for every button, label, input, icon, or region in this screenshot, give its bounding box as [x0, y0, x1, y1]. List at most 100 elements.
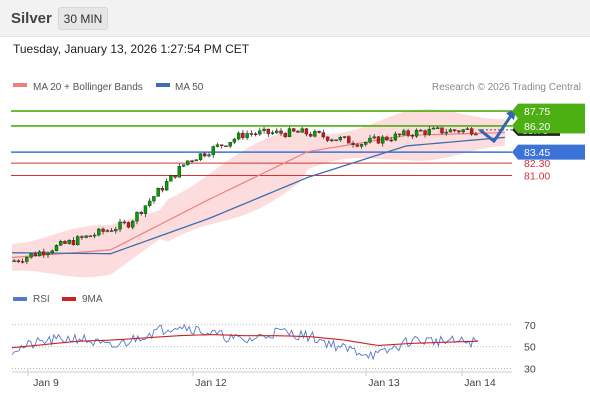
level-label-target: 87.75 — [524, 106, 550, 118]
candle-bullish — [448, 129, 453, 133]
candle-bullish — [177, 166, 182, 178]
candle-bullish — [67, 240, 71, 244]
candle-bearish — [219, 144, 224, 146]
forecast-path — [479, 110, 516, 143]
candle-bullish — [414, 129, 419, 137]
candle-bullish — [393, 133, 398, 141]
level-tag-target — [512, 103, 585, 119]
candle-bullish — [118, 221, 122, 230]
rsi-level-label: 70 — [524, 320, 536, 332]
candle-bearish — [173, 175, 177, 178]
candle-bullish — [372, 136, 376, 139]
candle-bullish — [46, 252, 50, 255]
candle-bearish — [224, 145, 228, 147]
chart-header: Silver 30 MIN — [0, 0, 590, 37]
candle-bearish — [325, 136, 330, 141]
candle-bullish — [156, 188, 160, 197]
candle-bearish — [283, 133, 287, 137]
candle-bearish — [63, 241, 67, 244]
candle-bullish — [25, 257, 29, 262]
candle-bullish — [37, 251, 42, 257]
ma20-legend-label: MA 20 + Bollinger Bands — [33, 82, 143, 93]
level-label-support: 82.30 — [524, 158, 550, 170]
candle-bearish — [351, 142, 355, 145]
candle-bearish — [385, 136, 389, 141]
candle-bullish — [169, 175, 173, 182]
candle-bullish — [236, 132, 241, 140]
candle-bullish — [152, 196, 156, 202]
level-label-target: 86.20 — [524, 121, 550, 133]
instrument-title: Silver — [11, 10, 52, 27]
candle-bearish — [304, 128, 309, 135]
ma20-legend-swatch — [13, 83, 27, 87]
candle-bullish — [465, 128, 470, 130]
candle-bullish — [313, 130, 317, 137]
candle-bearish — [457, 130, 461, 133]
level-label-support: 81.00 — [524, 170, 550, 182]
candle-bearish — [440, 127, 444, 134]
candle-bearish — [203, 153, 207, 157]
candle-bullish — [54, 245, 59, 252]
candle-bullish — [262, 128, 266, 132]
candle-bullish — [207, 154, 211, 157]
rsi-line — [11, 324, 479, 361]
candle-bearish — [334, 139, 338, 142]
candle-bullish — [59, 241, 63, 246]
candle-bearish — [109, 230, 114, 232]
bollinger-band-area — [12, 109, 505, 278]
level-tag-target — [512, 118, 585, 134]
x-axis-label: Jan 13 — [368, 377, 400, 389]
ma50-legend-label: MA 50 — [175, 82, 204, 93]
candle-bearish — [376, 136, 381, 144]
candle-bearish — [308, 133, 313, 137]
candle-bullish — [245, 133, 249, 138]
candle-bullish — [474, 133, 478, 136]
candle-bullish — [228, 142, 232, 147]
candle-bullish — [258, 130, 262, 135]
candle-bullish — [105, 230, 110, 232]
candle-bearish — [321, 132, 326, 138]
rsi-level-label: 50 — [524, 342, 536, 354]
candle-bullish — [232, 138, 237, 143]
level-tag-pivot — [512, 144, 585, 160]
x-axis: Jan 9 Jan 12 Jan 13 Jan 14 — [27, 368, 496, 389]
candle-bullish — [131, 220, 135, 228]
chart-timestamp: Tuesday, January 13, 2026 1:27:54 PM CET — [13, 42, 250, 56]
timeframe-button[interactable]: 30 MIN — [58, 7, 108, 30]
candle-bearish — [469, 128, 474, 135]
rsi-legend-label: RSI — [33, 294, 50, 305]
candle-bearish — [88, 235, 93, 237]
candle-bearish — [42, 251, 46, 255]
candle-bearish — [419, 129, 423, 132]
candle-bullish — [359, 144, 364, 147]
candle-bullish — [461, 129, 465, 133]
candle-bullish — [431, 127, 436, 130]
candle-bullish — [143, 205, 148, 215]
candle-bullish — [215, 144, 220, 147]
candle-bullish — [29, 253, 33, 258]
candle-bullish — [84, 235, 88, 238]
candle-bearish — [410, 135, 415, 137]
candle-bullish — [275, 130, 279, 133]
rsi-ma-legend-swatch — [62, 297, 76, 301]
candle-bullish — [114, 229, 118, 232]
candlesticks — [12, 126, 478, 265]
candle-bullish — [198, 153, 203, 160]
rsi-legend-swatch — [13, 297, 27, 301]
rsi-ma-line — [11, 334, 479, 349]
candle-bearish — [249, 133, 254, 135]
candle-bearish — [16, 260, 21, 262]
rsi-panel: 70 50 30 — [11, 320, 536, 376]
candle-bullish — [338, 136, 343, 141]
level-label-pivot: 83.45 — [524, 147, 550, 159]
candle-bearish — [20, 261, 25, 263]
bollinger-bands — [12, 109, 505, 278]
candle-bearish — [389, 139, 393, 142]
x-axis-label: Jan 12 — [195, 377, 227, 389]
candle-bearish — [160, 188, 165, 191]
candle-bullish — [300, 128, 304, 133]
rsi-level-label: 30 — [524, 364, 536, 376]
level-lines — [11, 110, 512, 176]
